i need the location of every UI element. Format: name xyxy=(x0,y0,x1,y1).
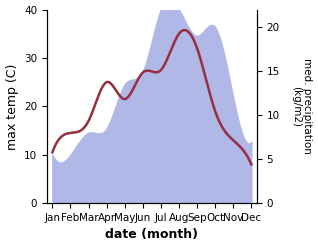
Y-axis label: max temp (C): max temp (C) xyxy=(5,63,18,149)
Y-axis label: med. precipitation
(kg/m2): med. precipitation (kg/m2) xyxy=(291,59,313,154)
X-axis label: date (month): date (month) xyxy=(105,228,198,242)
